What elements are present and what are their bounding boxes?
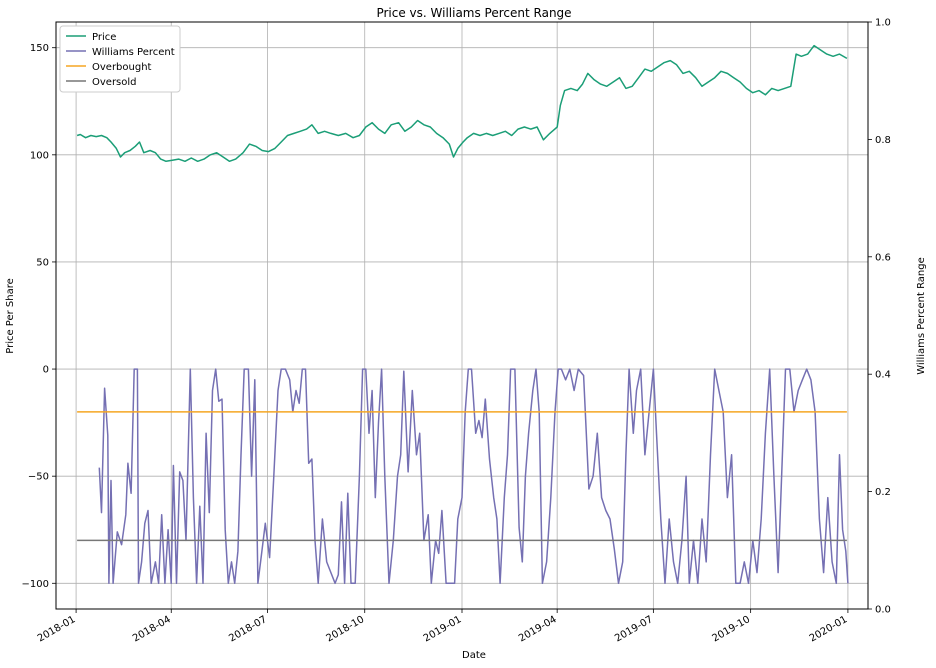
chart-title: Price vs. Williams Percent Range [376,6,571,20]
x-axis-label: Date [462,650,486,661]
y-axis-right-label: Williams Percent Range [916,257,927,375]
left-axis: −100 −50 0 50 100 150 [22,43,56,590]
y-right-tick-label: 0.0 [875,605,891,616]
legend-label-overbought: Overbought [92,62,152,73]
williams-percent-line [98,368,849,585]
y-tick-label: −100 [22,579,49,590]
y-right-tick-label: 0.8 [875,135,891,146]
y-tick-label: 150 [30,43,49,54]
y-right-tick-label: 0.2 [875,487,891,498]
y-tick-label: 100 [30,150,49,161]
price-line [76,44,848,163]
y-right-tick-label: 0.6 [875,252,891,263]
y-right-tick-label: 1.0 [875,18,891,29]
legend: Price Williams Percent Overbought Overso… [59,25,181,93]
y-tick-label: 0 [43,365,49,376]
series-layer [76,44,849,585]
y-tick-label: 50 [36,257,49,268]
legend-box [59,25,181,93]
y-axis-label: Price Per Share [5,278,16,354]
legend-label-oversold: Oversold [92,77,137,88]
legend-label-williams: Williams Percent [92,47,175,58]
legend-label-price: Price [92,32,116,43]
y-tick-label: −50 [28,472,49,483]
right-axis: 0.0 0.2 0.4 0.6 0.8 1.0 [868,18,891,616]
y-right-tick-label: 0.4 [875,370,891,381]
